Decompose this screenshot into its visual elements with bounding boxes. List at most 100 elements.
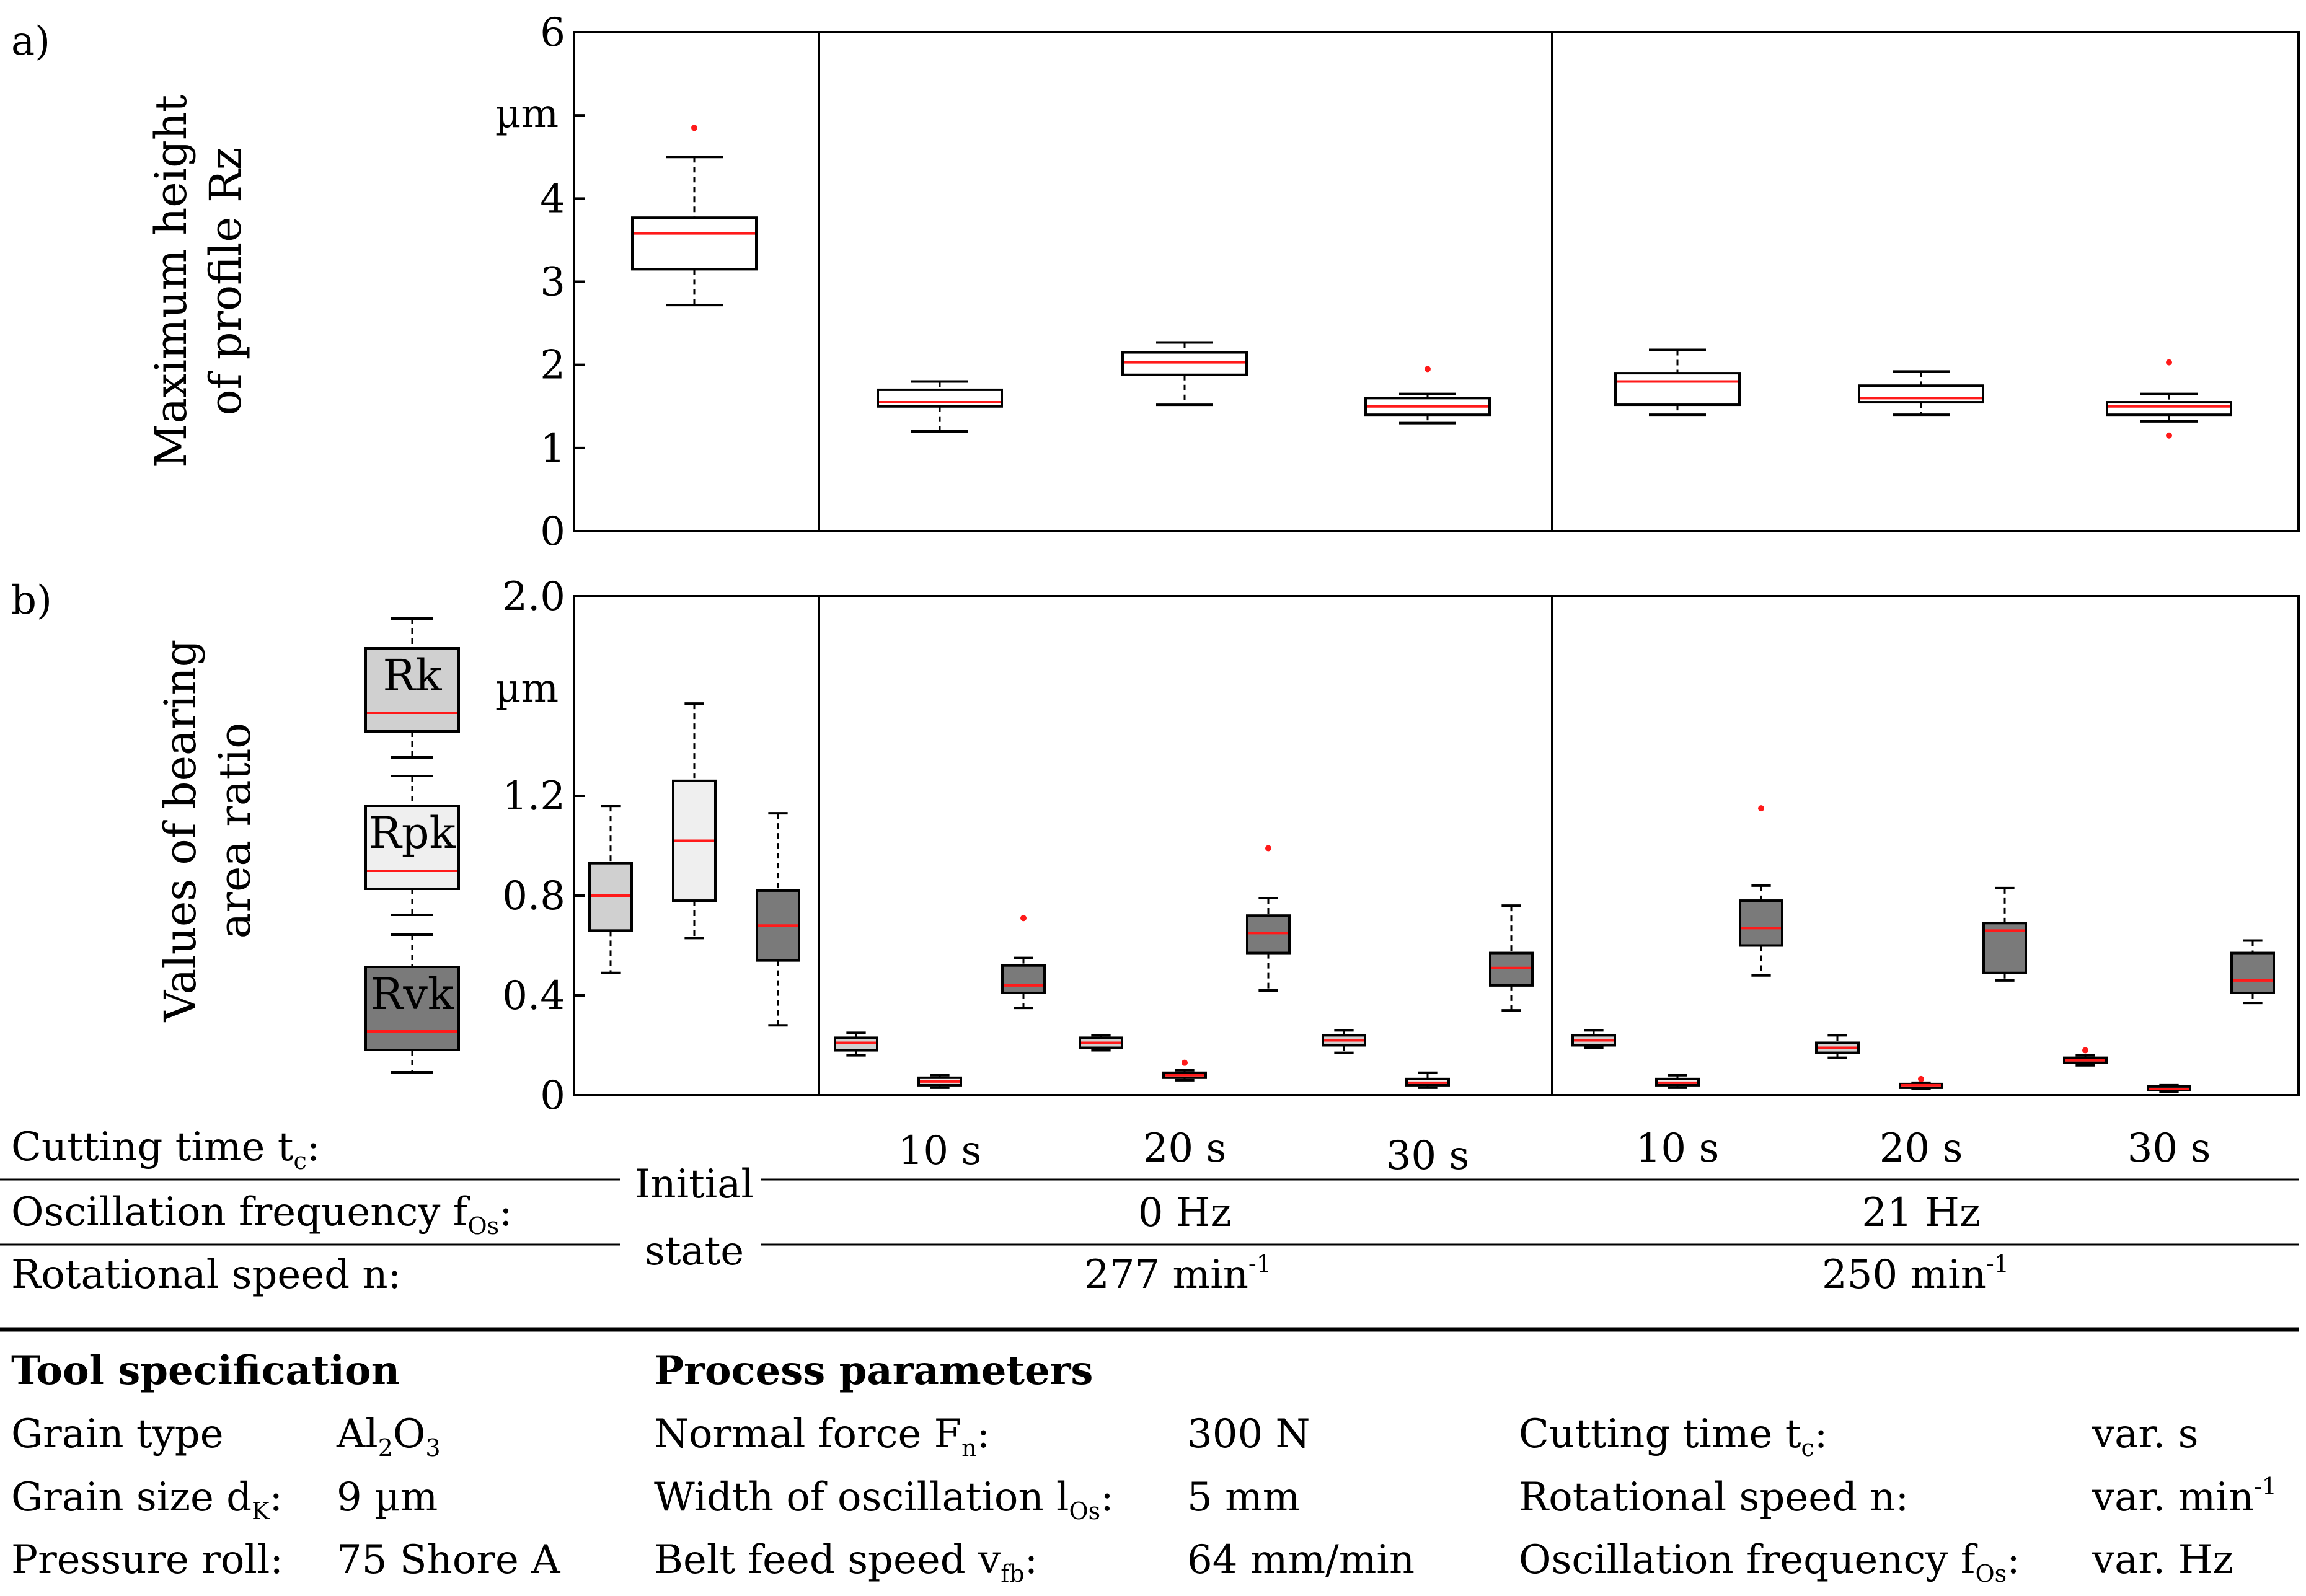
frequency-0hz: 0 Hz [1138, 1190, 1232, 1236]
box-outlier [1425, 366, 1431, 373]
box-outlier [1020, 915, 1027, 922]
pp-width-oscillation-value: 5 mm [1187, 1475, 1300, 1520]
panel-b-ylabel-line-1: Values of bearing [155, 640, 206, 1023]
box-1 [672, 702, 717, 940]
legend-box [364, 966, 460, 1051]
box-3 [834, 1031, 878, 1057]
ytick-label: 4 [540, 176, 565, 222]
pp-oscillation-frequency-value: var. Hz [2092, 1537, 2233, 1583]
box-2 [756, 812, 800, 1027]
cutting-time-21hz-10s: 10 s [1636, 1126, 1720, 1171]
process-parameters: Process parameters Normal force Fn: 300 … [654, 1347, 2277, 1587]
tool-specification: Tool specification Grain type Al2O3 Grai… [11, 1347, 560, 1583]
box-body [1121, 351, 1248, 376]
panel-b-frame [573, 595, 2300, 1096]
legend-label: Rpk [369, 808, 456, 858]
panel-b-legend: Rk Rpk Rvk [364, 617, 460, 1074]
box-outlier [691, 125, 697, 131]
legend-box [364, 647, 460, 733]
ytick-label: 0.8 [502, 873, 565, 919]
tool-spec-heading: Tool specification [11, 1347, 400, 1394]
pp-rotational-speed-label: Rotational speed n: [1519, 1475, 1909, 1520]
x-axis-table: Cutting time tc: Oscillation frequency f… [0, 1124, 2299, 1332]
box-outlier [2166, 432, 2172, 439]
legend-box [364, 805, 460, 890]
panel-a: 0 1 2 3 4 6 µm Maximum height of profile Rz [146, 10, 2300, 555]
row-label-oscillation-frequency: Oscillation frequency fOs: [11, 1189, 513, 1240]
panel-label-b: b) [11, 578, 52, 624]
legend-item-rvk: Rvk [364, 933, 460, 1074]
tool-spec-grain-type-label: Grain type [11, 1411, 224, 1457]
box-18 [2063, 1047, 2108, 1067]
box-9 [1322, 1029, 1366, 1054]
panel-a-ylabel-line-2: of profile Rz [200, 147, 251, 415]
pp-cutting-time-label: Cutting time tc: [1519, 1411, 1827, 1462]
ytick-label: 0.4 [502, 973, 565, 1019]
ytick-label: 1 [540, 426, 565, 472]
tool-spec-grain-type-value: Al2O3 [336, 1411, 441, 1462]
box-outlier [1918, 1075, 1924, 1082]
box-17 [1982, 886, 2027, 982]
legend-label: Rk [382, 650, 442, 701]
box-2 [1121, 341, 1248, 407]
box-body [1246, 914, 1291, 955]
legend-item-rpk: Rpk [364, 775, 460, 916]
frequency-21hz: 21 Hz [1862, 1190, 1980, 1236]
panel-a-frame [573, 31, 2300, 532]
box-14 [1739, 805, 1783, 977]
box-outlier [1758, 805, 1764, 812]
panel-b-ylabel: Values of bearing area ratio [155, 640, 260, 1023]
pp-width-oscillation-label: Width of oscillation lOs: [654, 1475, 1114, 1525]
tool-spec-grain-size-label: Grain size dK: [11, 1475, 283, 1525]
speed-250: 250 min-1 [1822, 1250, 2009, 1298]
box-19 [2147, 1083, 2191, 1093]
pp-normal-force-value: 300 N [1187, 1411, 1310, 1457]
panel-a-yticks: 0 1 2 3 4 6 [540, 10, 585, 555]
box-4 [1614, 348, 1741, 417]
box-outlier [2166, 359, 2172, 366]
box-outlier [1265, 845, 1271, 852]
ytick-label: 6 [540, 10, 565, 56]
panel-b-yticks: 0 0.4 0.8 1.2 2.0 [502, 574, 585, 1119]
panel-b-unit: µm [495, 666, 559, 712]
box-body [834, 1036, 878, 1052]
tool-spec-grain-size-value: 9 µm [337, 1475, 438, 1520]
pp-normal-force-label: Normal force Fn: [654, 1411, 990, 1462]
box-8 [1246, 845, 1291, 992]
ytick-label: 0 [540, 1073, 565, 1119]
panel-a-ylabel: Maximum height of profile Rz [146, 95, 251, 468]
cutting-time-0hz-10s: 10 s [898, 1128, 982, 1174]
panel-a-unit: µm [495, 91, 559, 137]
box-body [877, 388, 1003, 408]
box-5 [1001, 915, 1046, 1010]
tool-spec-pressure-roll-label: Pressure roll: [11, 1537, 283, 1583]
panel-b-ylabel-line-2: area ratio [210, 723, 260, 938]
legend-label: Rvk [371, 969, 454, 1020]
cutting-time-21hz-20s: 20 s [1880, 1126, 1963, 1171]
pp-oscillation-frequency-label: Oscillation frequency fOs: [1519, 1537, 2020, 1587]
box-body [1614, 372, 1741, 407]
box-body [2106, 401, 2232, 417]
cutting-time-0hz-30s: 30 s [1386, 1133, 1470, 1179]
pp-belt-feed-value: 64 mm/min [1187, 1537, 1415, 1583]
box-0 [588, 805, 633, 974]
box-10 [1405, 1071, 1450, 1089]
legend-item-rk: Rk [364, 617, 460, 759]
box-body [1489, 951, 1534, 987]
box-4 [917, 1074, 962, 1089]
box-11 [1489, 904, 1534, 1012]
box-outlier [1182, 1059, 1188, 1066]
panel-a-ylabel-line-1: Maximum height [146, 95, 197, 468]
box-body [631, 216, 758, 271]
box-16 [1899, 1075, 1943, 1090]
ytick-label: 0 [540, 509, 565, 555]
pp-cutting-time-value: var. s [2092, 1411, 2198, 1457]
box-5 [1858, 370, 1984, 417]
panel-b-boxes [588, 702, 2275, 1093]
ytick-label: 2.0 [502, 574, 565, 620]
tool-spec-pressure-roll-value: 75 Shore A [337, 1537, 560, 1583]
box-7 [1162, 1059, 1207, 1082]
ytick-label: 3 [540, 260, 565, 306]
pp-rotational-speed-value: var. min-1 [2092, 1473, 2277, 1520]
